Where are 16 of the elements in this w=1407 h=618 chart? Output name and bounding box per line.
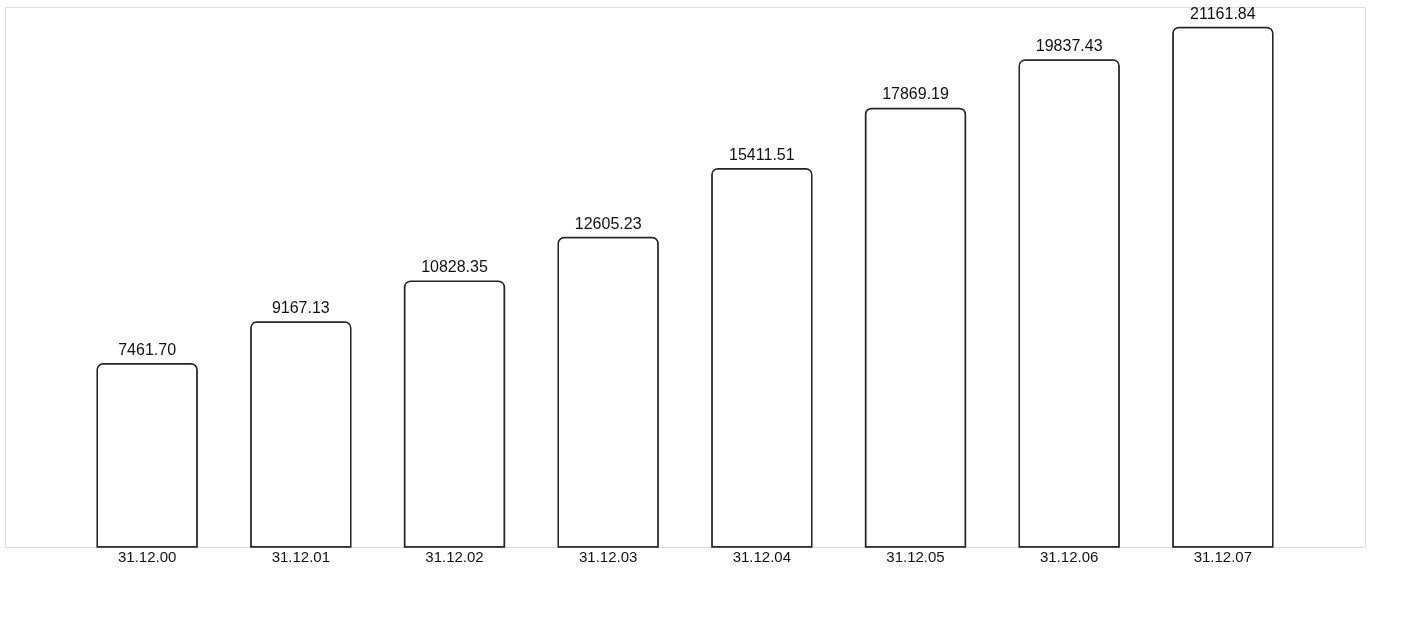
x-tick-label: 31.12.03 bbox=[578, 547, 638, 565]
data-label: 21161.84 bbox=[1190, 4, 1256, 22]
data-label: 12605.23 bbox=[574, 214, 642, 232]
data-label: 7461.70 bbox=[118, 340, 177, 358]
data-label: 19837.43 bbox=[1035, 37, 1103, 55]
x-tick-label: 31.12.02 bbox=[425, 547, 484, 565]
x-tick-label: 31.12.00 bbox=[117, 547, 177, 565]
x-tick-label: 31.12.07 bbox=[1193, 547, 1253, 565]
data-label: 9167.13 bbox=[271, 298, 330, 316]
data-label: 10828.35 bbox=[421, 258, 488, 276]
data-label: 17869.19 bbox=[882, 85, 949, 103]
x-tick-label: 31.12.05 bbox=[886, 547, 945, 565]
x-tick-label: 31.12.01 bbox=[271, 547, 331, 565]
x-tick-label: 31.12.04 bbox=[732, 547, 792, 565]
x-tick-label: 31.12.06 bbox=[1039, 547, 1099, 565]
data-label: 15411.51 bbox=[729, 145, 795, 163]
